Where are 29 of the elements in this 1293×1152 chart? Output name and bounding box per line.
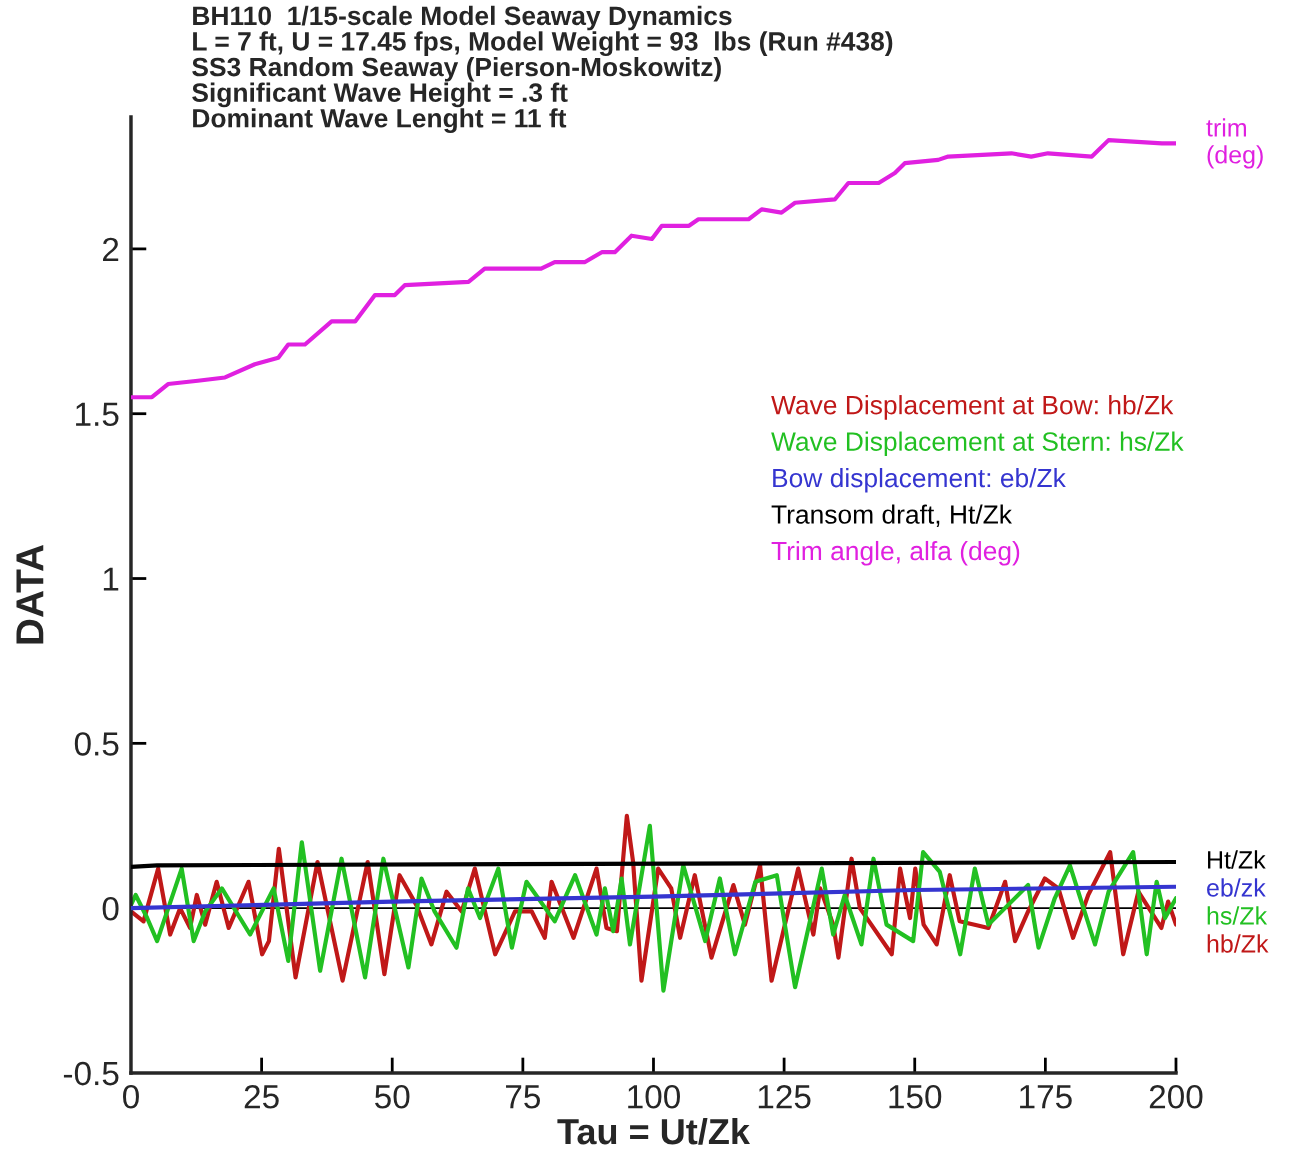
x-tick-label: 50 bbox=[375, 1084, 410, 1109]
x-tick-label: 75 bbox=[506, 1085, 540, 1109]
x-tick-label: 200 bbox=[1149, 1084, 1203, 1109]
y-tick-label: 0 bbox=[102, 896, 119, 921]
text: Ht/Zk bbox=[1208, 850, 1266, 869]
chart-title: BH110 1/15-scale Model Seaway Dynamics L = 7 ft, U = 17.45 fps, Model Weight = 93 lbs (Run #438) SS3 Random Seaway (Pierson-Moskowitz) Significant Wave Height = .3 ft Dominant Wave Lenght = 11 ft bbox=[192, 5, 893, 133]
text: hs/Zk bbox=[1207, 906, 1268, 925]
text: Wave Displacement at Bow: hb/Zk bbox=[771, 395, 1174, 420]
y-tick-label: -0.5 bbox=[63, 1061, 119, 1086]
y-tick-label: 1 bbox=[103, 567, 119, 591]
x-tick-label: 125 bbox=[758, 1084, 811, 1109]
x-tick-label: 25 bbox=[244, 1084, 279, 1109]
text: eb/zk bbox=[1207, 878, 1266, 897]
x-axis-title: Tau = Ut/Zk bbox=[557, 1117, 751, 1145]
x-tick-label: 175 bbox=[1020, 1085, 1072, 1109]
text: trim (deg) bbox=[1206, 118, 1263, 169]
x-tick-label: 100 bbox=[628, 1084, 680, 1109]
x-tick-label: 150 bbox=[889, 1084, 942, 1109]
y-tick-label: 0.5 bbox=[74, 732, 119, 756]
line-series bbox=[130, 884, 1176, 911]
y-tick-label: 1.5 bbox=[76, 402, 119, 427]
y-tick-label: 2 bbox=[103, 237, 119, 261]
y-axis-title: DATA bbox=[16, 544, 44, 644]
text: Bow displacement: eb/Zk bbox=[773, 468, 1066, 493]
text: Wave Displacement at Stern: hs/Zk bbox=[771, 431, 1184, 457]
x-tick-label: 0 bbox=[123, 1084, 139, 1109]
text: Trim angle, alfa (deg) bbox=[771, 540, 1020, 566]
text: hb/Zk bbox=[1207, 934, 1269, 953]
text: Transom draft, Ht/Zk bbox=[771, 504, 1013, 527]
